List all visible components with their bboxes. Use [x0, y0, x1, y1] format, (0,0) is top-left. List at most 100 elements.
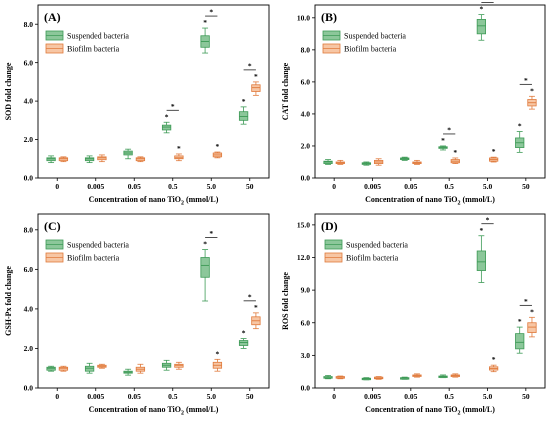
box-0-0: [46, 365, 56, 372]
box-1-3: [450, 373, 460, 378]
y-tick-label: 0.0: [301, 384, 311, 393]
x-tick-label: 5.0: [207, 392, 217, 401]
box-0-4: [200, 249, 210, 302]
y-tick-label: 4.0: [24, 305, 34, 314]
box-1-3: [174, 153, 184, 162]
panel-2: 0.0 2.0 4.0 6.0 8.0 0 0.005 0.05 0.5 5.0 50 Concent…: [4, 213, 270, 417]
box-0-0: [323, 159, 333, 165]
panel-0: 0.0 2.0 4.0 6.0 8.0 0 0.005 0.05 0.5 5.0 50 Concent…: [4, 4, 270, 207]
significance-star: *: [486, 0, 490, 3]
box-iqr: [515, 333, 525, 350]
significance-star: *: [171, 102, 175, 111]
x-tick-label: 0.005: [364, 182, 381, 191]
legend-label: Suspended bacteria: [346, 241, 408, 250]
box-iqr: [527, 322, 537, 333]
x-tick-label: 0: [332, 392, 336, 401]
box-0-5: [515, 326, 525, 354]
significance-4: ***: [203, 8, 219, 151]
box-0-3: [438, 145, 448, 151]
box-iqr: [174, 363, 184, 368]
box-iqr: [161, 124, 172, 131]
significance-star: *: [524, 76, 528, 85]
y-tick-label: 6.0: [301, 77, 311, 86]
significance-4: ***: [203, 229, 219, 358]
y-tick-label: 6.0: [24, 58, 34, 67]
panel-1: 0.0 2.0 4.0 6.0 8.0 10.0 0 0.005 0.05 0.5 5.0 50 Con…: [281, 0, 546, 207]
x-tick-label: 50: [522, 182, 530, 191]
x-tick-label: 50: [246, 392, 254, 401]
x-tick-label: 5.0: [207, 182, 217, 191]
box-1-4: [212, 358, 223, 372]
box-1-4: [212, 151, 223, 159]
box-0-1: [84, 155, 95, 164]
y-tick-label: 9.0: [301, 286, 311, 295]
significance-star: *: [209, 8, 213, 17]
y-tick-label: 10.0: [297, 13, 310, 22]
significance-star-box: *: [216, 349, 220, 358]
plot-frame: [37, 4, 270, 179]
y-axis-label: ROS fold change: [281, 272, 290, 330]
plot-frame: [314, 4, 546, 179]
box-1-2: [135, 363, 146, 374]
significance-star-box: *: [441, 136, 445, 145]
x-tick-label: 0: [55, 182, 59, 191]
box-0-5: [515, 131, 525, 153]
y-tick-label: 2.0: [24, 135, 34, 144]
x-tick-label: 0: [332, 182, 336, 191]
legend-label: Suspended bacteria: [67, 32, 129, 41]
legend-label: Suspended bacteria: [344, 32, 406, 41]
box-0-5: [238, 338, 249, 349]
significance-star-box: *: [216, 142, 220, 151]
legend-label: Biofilm bacteria: [67, 254, 120, 263]
box-iqr: [58, 366, 69, 371]
box-1-1: [374, 158, 384, 166]
significance-star-box: *: [518, 122, 522, 131]
box-0-3: [438, 374, 448, 379]
box-1-2: [135, 156, 146, 163]
panel-label: (C): [44, 219, 61, 233]
x-axis-label: Concentration of nano TiO2 (mmol/L): [89, 195, 219, 207]
y-tick-label: 6.0: [301, 318, 311, 327]
box-0-4: [476, 235, 486, 283]
x-tick-label: 0.05: [404, 182, 417, 191]
legend-label: Biofilm bacteria: [67, 45, 120, 54]
box-0-0: [46, 155, 56, 164]
box-0-4: [476, 14, 486, 41]
significance-star-box: *: [165, 112, 169, 121]
significance-star: *: [209, 229, 213, 238]
significance-5: ***: [518, 76, 534, 131]
significance-star: *: [486, 215, 490, 224]
box-1-5: [251, 312, 261, 330]
x-tick-label: 5.0: [483, 182, 493, 191]
box-iqr: [476, 19, 486, 35]
box-1-0: [335, 375, 345, 380]
significance-star: *: [524, 297, 528, 306]
box-0-2: [400, 156, 410, 161]
significance-3: ***: [165, 102, 181, 153]
significance-star: *: [248, 61, 252, 70]
legend-label: Biofilm bacteria: [346, 254, 399, 263]
y-tick-label: 8.0: [301, 45, 311, 54]
y-tick-label: 3.0: [301, 351, 311, 360]
box-1-3: [174, 361, 184, 370]
significance-star-box: *: [479, 226, 483, 235]
panel-label: (D): [321, 219, 338, 233]
significance-star-box: *: [518, 317, 522, 326]
box-iqr: [476, 250, 486, 271]
box-0-0: [323, 375, 333, 380]
significance-star-box: *: [479, 5, 483, 14]
x-tick-label: 0.005: [87, 392, 104, 401]
significance-5: ***: [242, 292, 258, 337]
significance-star-box: *: [203, 18, 207, 27]
significance-star-box: *: [492, 355, 496, 364]
y-tick-label: 0.0: [301, 174, 311, 183]
box-iqr: [174, 155, 184, 160]
box-0-2: [400, 376, 410, 380]
box-1-1: [97, 363, 107, 369]
box-1-1: [374, 376, 384, 380]
legend-label: Suspended bacteria: [67, 241, 129, 250]
significance-star: *: [447, 125, 451, 134]
plot-frame: [314, 213, 546, 389]
y-tick-label: 12.0: [297, 253, 310, 262]
box-1-5: [251, 81, 261, 96]
